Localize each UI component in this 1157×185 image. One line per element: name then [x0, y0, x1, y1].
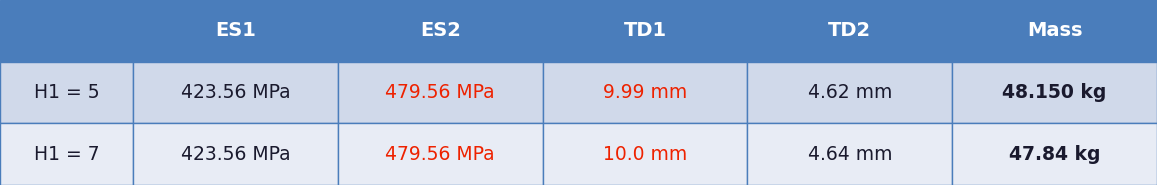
- Bar: [338, 123, 543, 185]
- Text: 423.56 MPa: 423.56 MPa: [180, 145, 290, 164]
- Text: 479.56 MPa: 479.56 MPa: [385, 83, 495, 102]
- Bar: [0, 123, 133, 185]
- Bar: [952, 0, 1157, 62]
- Text: H1 = 5: H1 = 5: [34, 83, 100, 102]
- Text: 479.56 MPa: 479.56 MPa: [385, 145, 495, 164]
- Text: TD2: TD2: [828, 21, 871, 40]
- Text: 9.99 mm: 9.99 mm: [603, 83, 687, 102]
- Text: 4.64 mm: 4.64 mm: [808, 145, 892, 164]
- Bar: [543, 62, 747, 123]
- Text: 4.62 mm: 4.62 mm: [808, 83, 892, 102]
- Text: 48.150 kg: 48.150 kg: [1002, 83, 1107, 102]
- Text: 47.84 kg: 47.84 kg: [1009, 145, 1100, 164]
- Bar: [133, 62, 338, 123]
- Bar: [338, 62, 543, 123]
- Bar: [0, 0, 133, 62]
- Bar: [747, 123, 952, 185]
- Bar: [543, 123, 747, 185]
- Text: ES1: ES1: [215, 21, 256, 40]
- Text: Mass: Mass: [1027, 21, 1082, 40]
- Bar: [747, 62, 952, 123]
- Text: 423.56 MPa: 423.56 MPa: [180, 83, 290, 102]
- Bar: [0, 62, 133, 123]
- Bar: [952, 123, 1157, 185]
- Bar: [543, 0, 747, 62]
- Bar: [133, 123, 338, 185]
- Bar: [133, 0, 338, 62]
- Text: 10.0 mm: 10.0 mm: [603, 145, 687, 164]
- Bar: [338, 0, 543, 62]
- Bar: [747, 0, 952, 62]
- Text: ES2: ES2: [420, 21, 460, 40]
- Bar: [952, 62, 1157, 123]
- Text: H1 = 7: H1 = 7: [34, 145, 100, 164]
- Text: TD1: TD1: [624, 21, 666, 40]
